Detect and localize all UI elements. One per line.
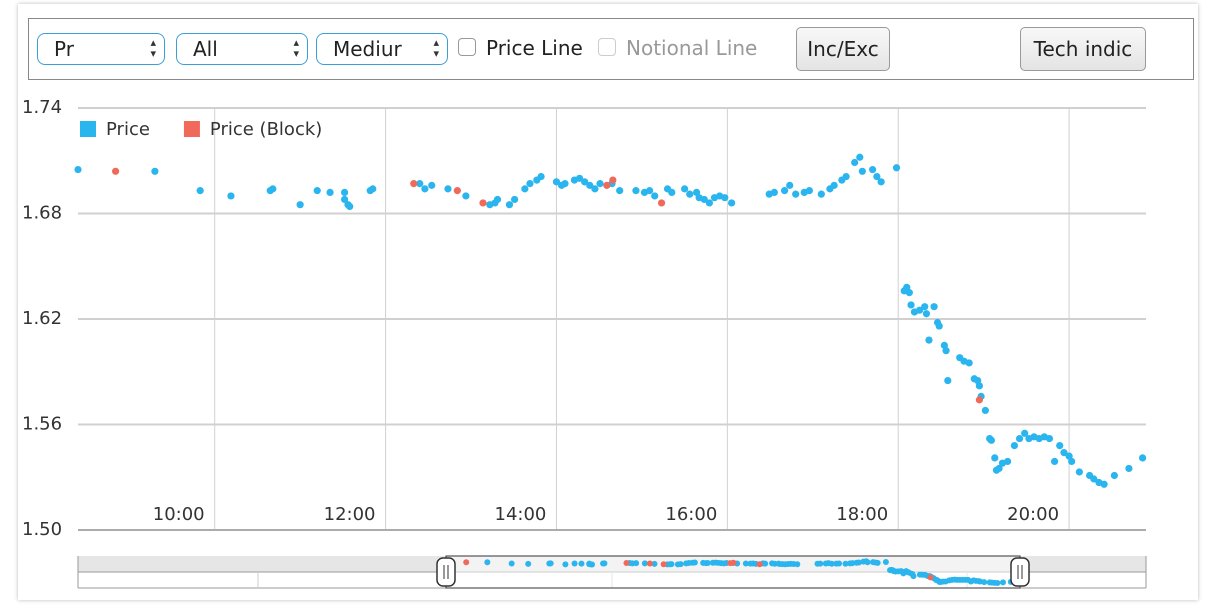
button[interactable]: Inc/Exc — [796, 27, 890, 71]
select[interactable]: All — [176, 33, 308, 65]
button[interactable]: Tech indic — [1020, 27, 1146, 71]
select[interactable]: Mediur — [316, 33, 448, 65]
select[interactable]: Pr — [37, 33, 165, 65]
checkbox — [598, 38, 616, 56]
checkbox-label[interactable]: Price Line — [486, 36, 583, 60]
checkbox-label: Notional Line — [626, 36, 758, 60]
toolbar — [28, 18, 1194, 80]
checkbox[interactable] — [458, 38, 476, 56]
panel — [18, 4, 1198, 600]
